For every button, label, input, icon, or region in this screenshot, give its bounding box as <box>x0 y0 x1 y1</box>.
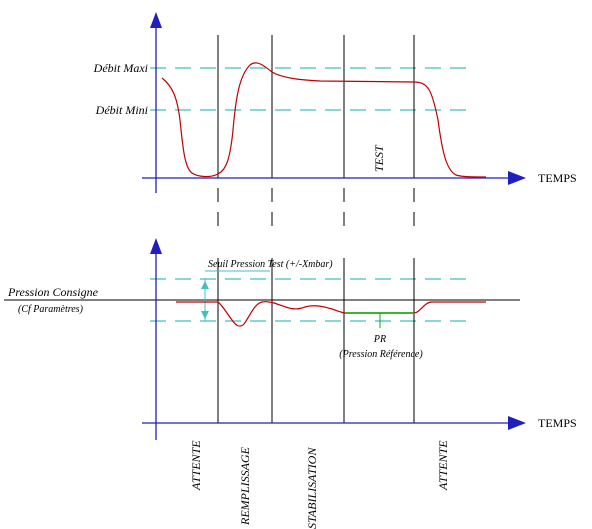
top-x-axis-arrow-icon <box>508 171 526 185</box>
top-y-axis-arrow-icon <box>150 12 162 28</box>
threshold-up-arrow-icon <box>201 281 209 289</box>
pr-label: PR <box>373 334 386 345</box>
pressure-setpoint-label: Pression Consigne <box>7 285 99 299</box>
bottom-chart: Pression Consigne (Cf Paramètres) Seuil … <box>4 238 577 440</box>
top-time-axis-label: TEMPS <box>538 171 577 185</box>
phase-label-wait-end: ATTENTE <box>436 440 450 491</box>
phase-label-wait-start: ATTENTE <box>189 440 203 491</box>
flow-max-label: Débit Maxi <box>93 61 148 75</box>
flow-curve <box>161 62 487 178</box>
pressure-setpoint-note: (Cf Paramètres) <box>18 304 84 315</box>
phase-label-stabilisation: STABILISATION <box>305 447 319 529</box>
bottom-y-axis-arrow-icon <box>150 238 162 254</box>
pressure-curve <box>176 300 486 327</box>
phase-labels: ATTENTE REMPLISSAGE STABILISATION ATTENT… <box>189 440 450 529</box>
phase-label-filling: REMPLISSAGE <box>238 446 252 526</box>
bottom-time-axis-label: TEMPS <box>538 416 577 430</box>
pr-note: (Pression Référence) <box>339 349 423 360</box>
top-chart: Débit Maxi Débit Mini TEST TEMPS <box>93 12 577 193</box>
flow-min-label: Débit Mini <box>95 103 148 117</box>
threshold-label: Seuil Pression Test (+/-Xmbar) <box>208 259 333 270</box>
test-phase-label: TEST <box>372 144 386 172</box>
bottom-x-axis-arrow-icon <box>508 416 526 430</box>
inter-chart-connectors <box>217 188 415 230</box>
threshold-down-arrow-icon <box>201 311 209 319</box>
